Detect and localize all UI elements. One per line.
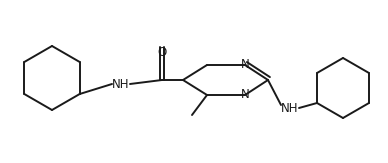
Text: NH: NH — [281, 102, 299, 114]
Text: NH: NH — [112, 77, 130, 90]
Text: O: O — [158, 45, 166, 59]
Text: N: N — [241, 59, 249, 72]
Text: N: N — [241, 89, 249, 102]
